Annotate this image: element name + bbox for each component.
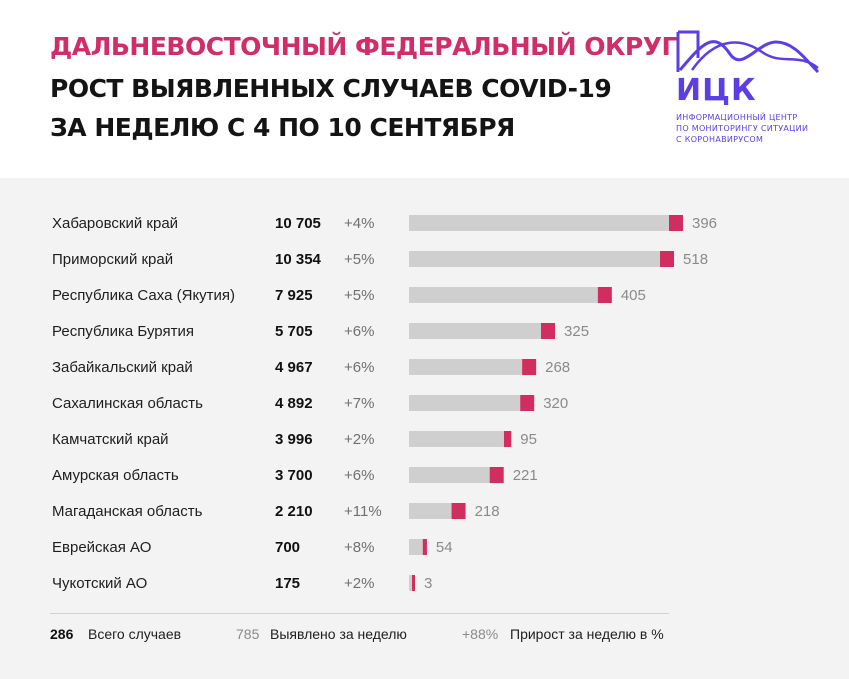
row-growth-percent: +5% [344, 251, 374, 268]
bar-weekly-cases [541, 323, 556, 339]
row-growth-percent: +2% [344, 575, 374, 592]
logo-caption-2: ПО МОНИТОРИНГУ СИТУАЦИИ [676, 124, 809, 133]
bar-weekly-cases [520, 395, 535, 411]
bar-previous-cases [409, 287, 598, 303]
row-growth-percent: +6% [344, 323, 374, 340]
bar-previous-cases [409, 359, 523, 375]
row-region-label: Республика Саха (Якутия) [52, 287, 235, 304]
row-growth-percent: +2% [344, 431, 374, 448]
row-total-cases: 3 700 [275, 467, 313, 484]
bar-chart: Хабаровский край 10 705 +4% 396 Приморский к… [52, 215, 717, 592]
row-region-label: Сахалинская область [52, 395, 203, 412]
title-region: ДАЛЬНЕВОСТОЧНЫЙ ФЕДЕРАЛЬНЫЙ ОКРУГ [50, 32, 677, 61]
row-region-label: Еврейская АО [52, 539, 151, 556]
row-region-label: Амурская область [52, 467, 179, 484]
itsk-logo: ИЦК ИНФОРМАЦИОННЫЙ ЦЕНТР ПО МОНИТОРИНГУ … [672, 24, 832, 154]
row-growth-percent: +6% [344, 359, 374, 376]
bar-weekly-label: 396 [692, 215, 717, 232]
row-region-label: Чукотский АО [52, 575, 147, 592]
legend: 286 Всего случаев 785 Выявлено за неделю… [0, 625, 849, 649]
logo-wave-icon [676, 30, 820, 74]
bar-weekly-label: 54 [436, 539, 453, 556]
row-region-label: Республика Бурятия [52, 323, 194, 340]
row-region-label: Камчатский край [52, 431, 169, 448]
row-total-cases: 7 925 [275, 287, 313, 304]
row-total-cases: 3 996 [275, 431, 313, 448]
bar-previous-cases [409, 431, 504, 447]
bar-weekly-label: 320 [543, 395, 568, 412]
row-growth-percent: +11% [344, 503, 382, 520]
bar-weekly-label: 405 [621, 287, 646, 304]
logo-caption-3: С КОРОНАВИРУСОМ [676, 135, 764, 144]
bar-weekly-cases [451, 503, 466, 519]
row-total-cases: 700 [275, 539, 300, 556]
bar-previous-cases [409, 539, 423, 555]
title-main: РОСТ ВЫЯВЛЕННЫХ СЛУЧАЕВ COVID-19 [50, 74, 612, 103]
row-total-cases: 4 892 [275, 395, 313, 412]
bar-previous-cases [409, 215, 669, 231]
bar-weekly-label: 518 [683, 251, 708, 268]
legend-total-value: 286 [50, 626, 74, 642]
bar-previous-cases [409, 575, 412, 591]
row-total-cases: 10 705 [275, 215, 321, 232]
bar-weekly-label: 325 [564, 323, 589, 340]
row-region-label: Хабаровский край [52, 215, 178, 232]
legend-growth-label: Прирост за неделю в % [510, 626, 664, 642]
bar-weekly-cases [503, 431, 512, 447]
bar-weekly-cases [669, 215, 683, 231]
row-growth-percent: +7% [344, 395, 374, 412]
row-total-cases: 175 [275, 575, 300, 592]
row-region-label: Магаданская область [52, 503, 203, 520]
row-growth-percent: +6% [344, 467, 374, 484]
legend-divider [50, 613, 669, 614]
logo-caption-1: ИНФОРМАЦИОННЫЙ ЦЕНТР [676, 113, 798, 122]
header: ДАЛЬНЕВОСТОЧНЫЙ ФЕДЕРАЛЬНЫЙ ОКРУГ РОСТ В… [0, 0, 849, 178]
logo-wordmark: ИЦК [676, 73, 757, 108]
bar-weekly-cases [597, 287, 612, 303]
row-growth-percent: +5% [344, 287, 374, 304]
legend-new-label: Выявлено за неделю [270, 626, 407, 642]
row-growth-percent: +8% [344, 539, 374, 556]
bar-weekly-label: 268 [545, 359, 570, 376]
bar-weekly-label: 221 [513, 467, 538, 484]
legend-growth-value: +88% [462, 626, 499, 642]
bar-weekly-label: 3 [424, 575, 432, 592]
row-total-cases: 2 210 [275, 503, 313, 520]
row-total-cases: 5 705 [275, 323, 313, 340]
chart-panel: Хабаровский край 10 705 +4% 396 Приморский к… [0, 178, 849, 679]
bar-previous-cases [409, 395, 521, 411]
row-region-label: Приморский край [52, 251, 173, 268]
row-growth-percent: +4% [344, 215, 374, 232]
bar-previous-cases [409, 467, 490, 483]
bar-previous-cases [409, 323, 542, 339]
bar-weekly-cases [422, 539, 427, 555]
bar-weekly-cases [489, 467, 504, 483]
bar-weekly-label: 95 [520, 431, 537, 448]
row-total-cases: 4 967 [275, 359, 313, 376]
title-period: ЗА НЕДЕЛЮ С 4 ПО 10 СЕНТЯБРЯ [50, 113, 515, 142]
bar-weekly-cases [412, 575, 415, 591]
bar-previous-cases [409, 251, 661, 267]
bar-previous-cases [409, 503, 452, 519]
row-region-label: Забайкальский край [52, 359, 193, 376]
legend-total-label: Всего случаев [88, 626, 182, 642]
bar-weekly-label: 218 [475, 503, 500, 520]
legend-new-value: 785 [236, 626, 260, 642]
row-total-cases: 10 354 [275, 251, 322, 268]
bar-weekly-cases [522, 359, 537, 375]
bar-weekly-cases [660, 251, 675, 267]
